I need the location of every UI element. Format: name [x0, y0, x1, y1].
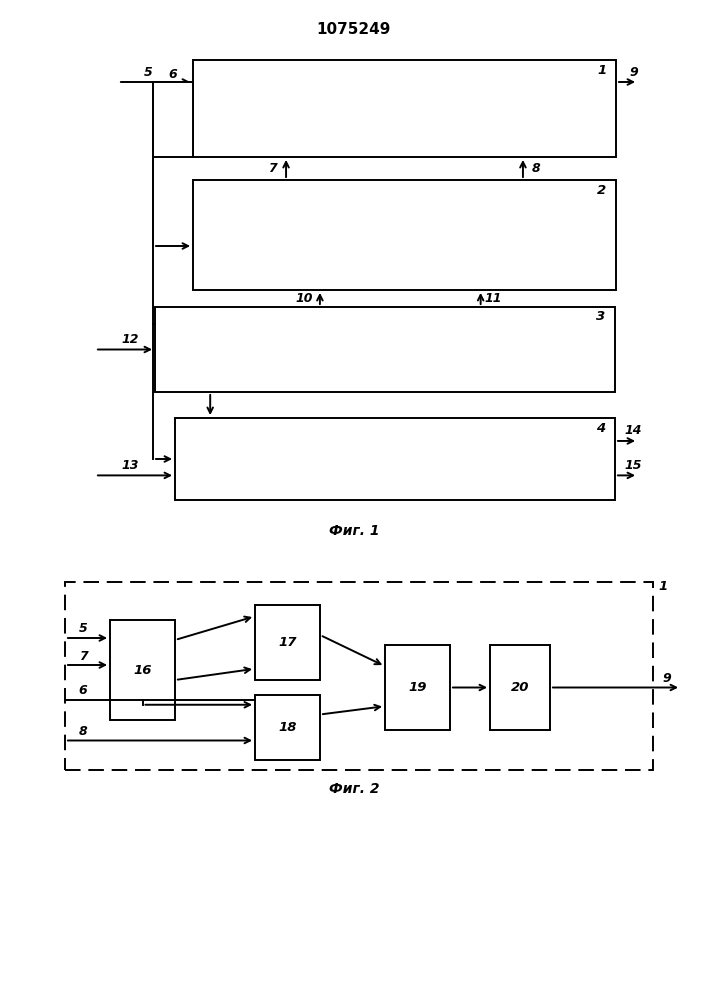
Text: 1075249: 1075249 — [317, 22, 391, 37]
Text: 5: 5 — [144, 66, 153, 79]
Text: Фиг. 1: Фиг. 1 — [329, 524, 379, 538]
Text: 8: 8 — [532, 162, 540, 175]
Bar — [255, 695, 320, 760]
Text: 9: 9 — [662, 672, 672, 685]
Text: 3: 3 — [597, 310, 606, 324]
Bar — [255, 605, 320, 680]
Text: 1: 1 — [597, 64, 607, 77]
Text: 18: 18 — [279, 721, 297, 734]
Text: 16: 16 — [133, 664, 152, 676]
Bar — [155, 307, 615, 392]
Text: 7: 7 — [78, 650, 88, 662]
Text: 15: 15 — [624, 459, 642, 472]
Text: 10: 10 — [295, 292, 312, 306]
Text: 7: 7 — [268, 162, 276, 175]
Text: 20: 20 — [510, 681, 530, 694]
Text: 19: 19 — [408, 681, 427, 694]
Text: 17: 17 — [279, 636, 297, 649]
Bar — [110, 620, 175, 720]
Text: 6: 6 — [78, 684, 88, 698]
Text: 2: 2 — [597, 184, 607, 196]
Text: 5: 5 — [78, 622, 88, 636]
Bar — [175, 418, 615, 500]
Text: 14: 14 — [624, 424, 642, 437]
Text: Фиг. 2: Фиг. 2 — [329, 782, 379, 796]
Text: 8: 8 — [78, 725, 88, 738]
Bar — [193, 180, 616, 290]
Bar — [193, 60, 616, 157]
Text: 11: 11 — [485, 292, 503, 306]
Bar — [65, 582, 653, 770]
Text: 4: 4 — [597, 422, 606, 434]
Text: 12: 12 — [121, 333, 139, 346]
Bar — [490, 645, 550, 730]
Text: 6: 6 — [169, 68, 177, 81]
Text: 13: 13 — [121, 459, 139, 472]
Text: 9: 9 — [630, 66, 638, 79]
Text: 1: 1 — [658, 580, 667, 593]
Bar — [153, 82, 193, 157]
Bar — [385, 645, 450, 730]
